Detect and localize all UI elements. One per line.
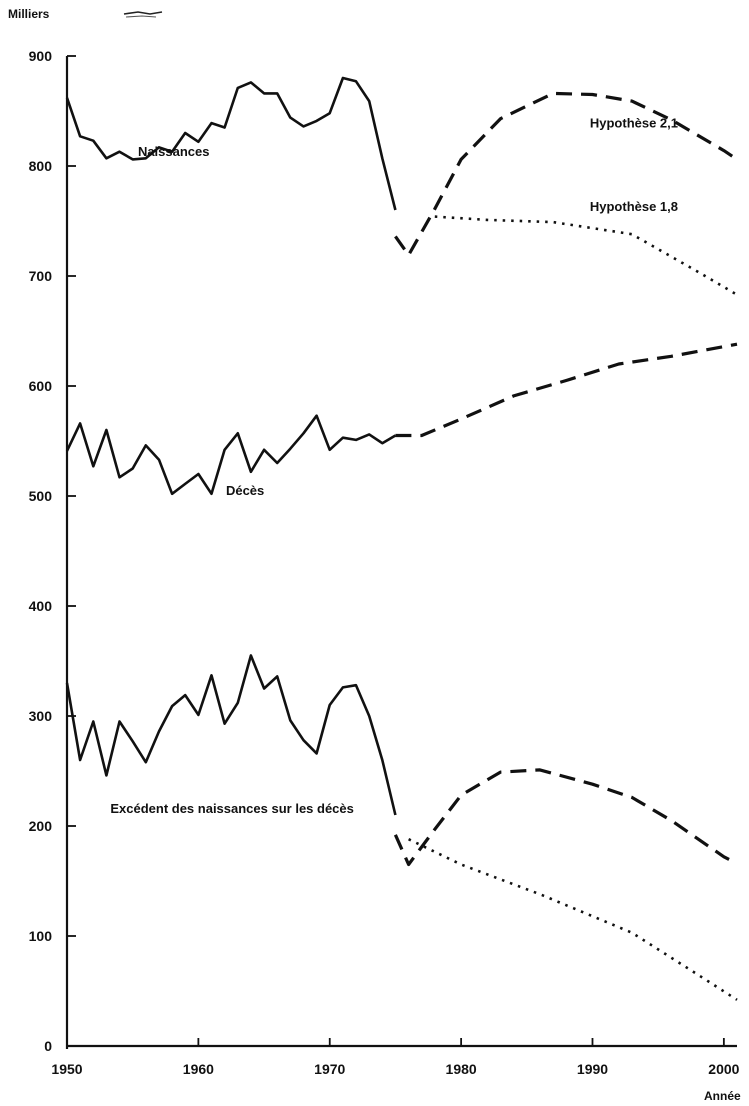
series-line-exc_18 xyxy=(408,838,738,1001)
y-tick-label: 400 xyxy=(29,598,53,614)
annotations: Naissances Décès Excédent des naissances s… xyxy=(110,116,678,816)
x-tick-label: 1960 xyxy=(183,1061,214,1077)
scribble-mark xyxy=(123,11,163,18)
axes xyxy=(65,56,737,1049)
y-tick-label: 700 xyxy=(29,268,53,284)
x-axis-title: Année xyxy=(704,1089,741,1103)
y-tick-label: 200 xyxy=(29,818,53,834)
annotation-label: Décès xyxy=(226,483,264,498)
annotation-label: Hypothèse 2,1 xyxy=(590,116,678,131)
y-tick-label: 500 xyxy=(29,488,53,504)
series-line-naiss_18 xyxy=(434,215,738,296)
x-tick-label: 1980 xyxy=(446,1061,477,1077)
series-line-deces_obs xyxy=(65,414,397,496)
y-tick-label: 800 xyxy=(29,158,53,174)
x-ticks: 1950 1960 1970 1980 1990 2000 xyxy=(51,1038,740,1077)
series-line-exc_21 xyxy=(393,768,738,867)
x-tick-label: 1970 xyxy=(314,1061,345,1077)
annotation-label: Hypothèse 1,8 xyxy=(590,199,678,214)
x-tick-label: 1950 xyxy=(51,1061,82,1077)
y-axis-title: Milliers xyxy=(8,7,50,21)
series-line-deces_proj xyxy=(395,342,738,438)
x-tick-label: 2000 xyxy=(708,1061,739,1077)
x-tick-label: 1990 xyxy=(577,1061,608,1077)
series-line-naiss_obs xyxy=(65,76,397,211)
y-tick-label: 600 xyxy=(29,378,53,394)
y-tick-label: 100 xyxy=(29,928,53,944)
series-line-naiss_21 xyxy=(394,91,738,257)
y-tick-label: 300 xyxy=(29,708,53,724)
annotation-label: Excédent des naissances sur les décès xyxy=(110,801,354,816)
y-ticks: 0 100 200 300 400 500 600 700 800 900 xyxy=(29,48,76,1054)
y-tick-label: 900 xyxy=(29,48,53,64)
series-lines xyxy=(65,76,738,1001)
annotation-label: Naissances xyxy=(138,144,210,159)
y-tick-label: 0 xyxy=(44,1038,52,1054)
series-line-exc_obs xyxy=(65,654,397,816)
